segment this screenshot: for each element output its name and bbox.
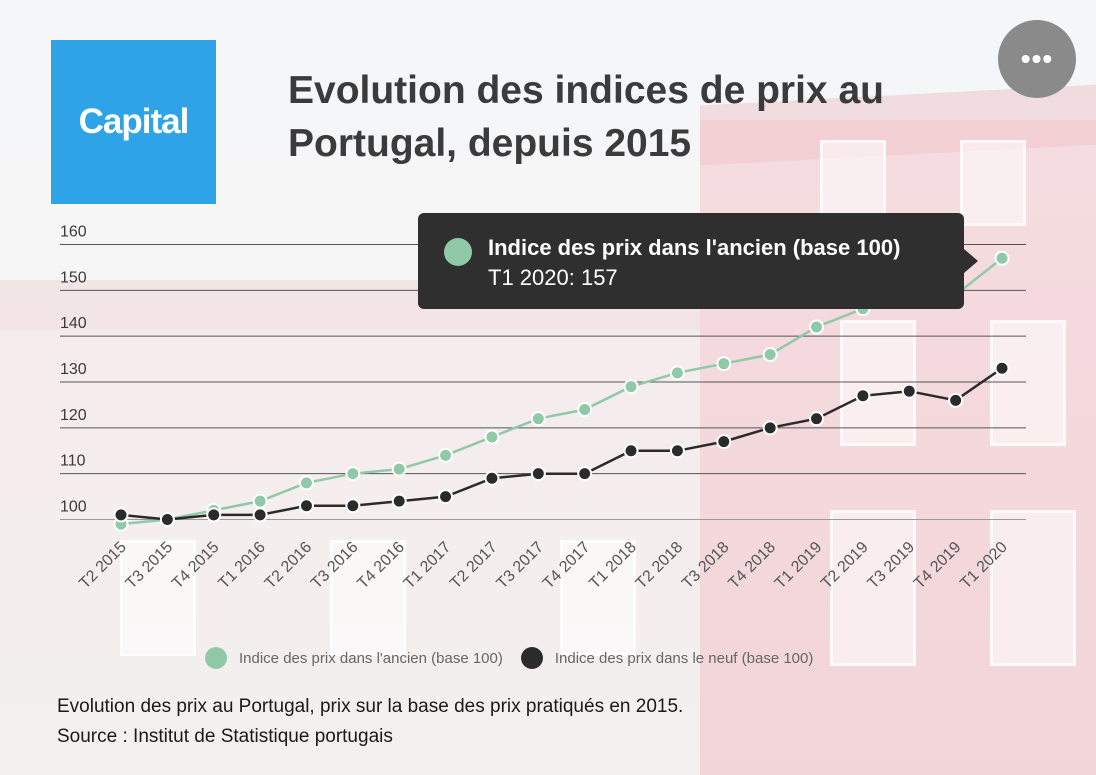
data-point xyxy=(994,250,1010,266)
legend-label-ancien: Indice des prix dans l'ancien (base 100) xyxy=(239,649,503,667)
caption-source: Source : Institut de Statistique portuga… xyxy=(57,726,393,747)
data-point xyxy=(484,429,500,445)
data-point xyxy=(438,489,454,505)
y-tick-label: 160 xyxy=(60,224,87,241)
x-tick-label: T3 2015 xyxy=(123,539,177,593)
tooltip-value: T1 2020: 157 xyxy=(488,265,618,290)
x-tick-label: T1 2020 xyxy=(957,539,1011,593)
series-line-1 xyxy=(120,367,1003,521)
x-tick-label: T2 2018 xyxy=(633,539,687,593)
capital-logo: Capital xyxy=(51,40,216,204)
more-options-button[interactable]: ••• xyxy=(998,20,1076,98)
x-tick-label: T1 2019 xyxy=(772,539,826,593)
data-point xyxy=(716,434,732,450)
data-point xyxy=(948,392,964,408)
data-point xyxy=(809,319,825,335)
data-point xyxy=(252,507,268,523)
x-tick-label: T2 2016 xyxy=(262,539,316,593)
data-point xyxy=(577,402,593,418)
data-point xyxy=(113,507,129,523)
x-tick-label: T4 2019 xyxy=(911,539,965,593)
x-tick-label: T3 2017 xyxy=(494,539,548,593)
legend-swatch-neuf xyxy=(520,647,543,669)
x-tick-label: T4 2017 xyxy=(540,539,594,593)
y-tick-label: 100 xyxy=(60,499,87,516)
x-tick-label: T2 2015 xyxy=(76,539,130,593)
data-point xyxy=(298,498,314,514)
x-tick-label: T1 2017 xyxy=(401,539,455,593)
x-tick-label: T2 2019 xyxy=(818,539,872,593)
data-point xyxy=(484,470,500,486)
y-tick-label: 130 xyxy=(60,361,87,378)
more-horizontal-icon: ••• xyxy=(1020,43,1054,74)
data-point xyxy=(855,388,871,404)
caption-description: Evolution des prix au Portugal, prix sur… xyxy=(57,696,684,717)
data-point xyxy=(530,466,546,482)
data-point xyxy=(252,493,268,509)
x-tick-label: T2 2017 xyxy=(447,539,501,593)
data-point xyxy=(762,347,778,363)
data-point xyxy=(809,411,825,427)
legend-item-neuf[interactable]: Indice des prix dans le neuf (base 100) xyxy=(520,647,814,669)
chart-caption: Evolution des prix au Portugal, prix sur… xyxy=(57,692,683,752)
y-tick-label: 150 xyxy=(60,269,87,286)
y-tick-label: 110 xyxy=(60,453,86,470)
page-title: Evolution des indices de prix au Portuga… xyxy=(288,69,884,165)
data-point xyxy=(577,466,593,482)
data-point xyxy=(206,507,222,523)
x-tick-label: T4 2016 xyxy=(354,539,408,593)
data-point xyxy=(345,498,361,514)
x-tick-label: T1 2018 xyxy=(586,539,640,593)
data-point xyxy=(762,420,778,436)
chart-legend: Indice des prix dans l'ancien (base 100)… xyxy=(205,645,831,671)
tooltip-series-dot xyxy=(444,238,472,266)
data-point xyxy=(669,365,685,381)
data-point xyxy=(391,461,407,477)
data-point xyxy=(530,411,546,427)
x-tick-label: T4 2018 xyxy=(725,539,779,593)
x-tick-label: T3 2016 xyxy=(308,539,362,593)
data-point xyxy=(623,443,639,459)
legend-item-ancien[interactable]: Indice des prix dans l'ancien (base 100) xyxy=(205,647,503,669)
legend-label-neuf: Indice des prix dans le neuf (base 100) xyxy=(554,649,814,667)
data-point xyxy=(716,356,732,372)
chart-tooltip: Indice des prix dans l'ancien (base 100)… xyxy=(418,213,978,309)
data-point xyxy=(669,443,685,459)
data-point xyxy=(994,360,1010,376)
tooltip-series-name: Indice des prix dans l'ancien (base 100) xyxy=(488,235,901,260)
x-tick-label: T4 2015 xyxy=(169,539,223,593)
legend-swatch-ancien xyxy=(205,647,227,669)
y-tick-label: 140 xyxy=(60,315,87,332)
data-point xyxy=(901,383,917,399)
data-point xyxy=(298,475,314,491)
series-line-0 xyxy=(120,257,1003,526)
x-tick-label: T1 2016 xyxy=(215,539,269,593)
data-point xyxy=(391,493,407,509)
x-tick-label: T3 2018 xyxy=(679,539,733,593)
data-point xyxy=(345,466,361,482)
data-point xyxy=(623,379,639,395)
data-point xyxy=(159,512,175,527)
y-tick-label: 120 xyxy=(60,407,87,424)
x-tick-label: T3 2019 xyxy=(865,539,919,593)
data-point xyxy=(438,447,454,463)
